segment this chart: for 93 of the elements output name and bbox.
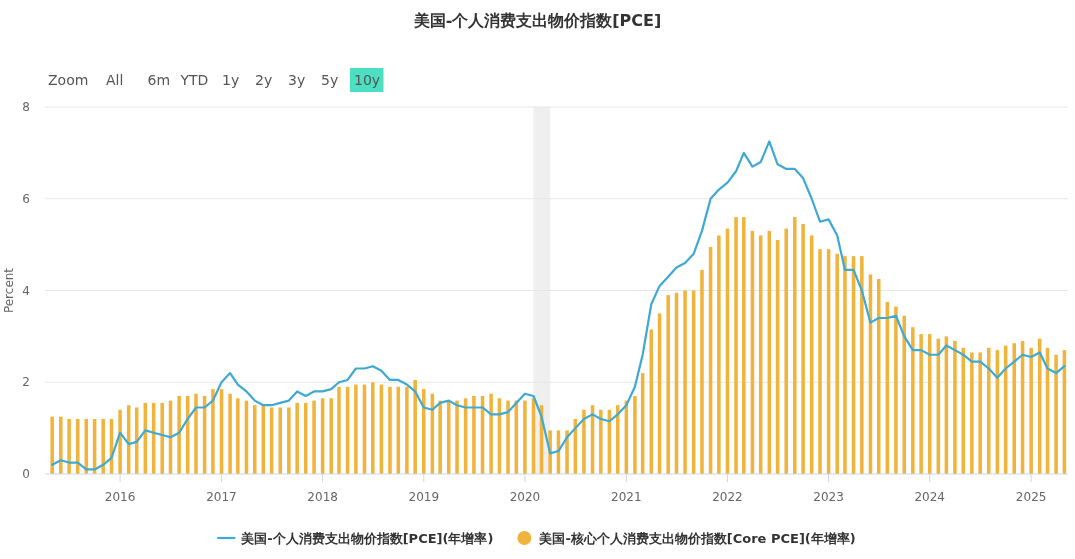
y-axis-title: Percent [2,267,16,314]
bar [1029,347,1033,474]
bar [211,389,215,474]
legend-label: 美国-个人消费支出物价指数[PCE](年增率) [240,531,494,546]
bar [818,249,822,474]
bar [101,418,105,474]
bar [911,327,915,474]
bar [683,290,687,474]
annotation: YTD [180,72,209,88]
bar [388,386,392,474]
bar [565,430,569,474]
bar [953,340,957,474]
bar [1054,354,1058,474]
x-tick-label: 2023 [813,490,844,504]
bar [599,409,603,474]
bar [506,400,510,474]
x-tick-label: 2021 [611,490,642,504]
y-tick-label: 4 [22,283,30,298]
legend-label: 美国-核心个人消费支出物价指数[Core PCE](年增率) [538,531,856,546]
bar [413,379,417,474]
bar [228,393,232,474]
annotation: 10y [350,68,384,92]
bar [894,306,898,474]
bar [1037,338,1042,474]
bar [337,386,341,474]
bar [489,393,493,474]
bar [523,400,527,474]
bar [582,409,586,474]
bar [970,352,974,474]
annotation: 2y [255,72,273,88]
bar [1012,343,1017,474]
y-tick-label: 0 [22,467,30,481]
bar [59,416,63,474]
annotation: Zoom [48,72,89,88]
bar [860,256,864,474]
bar [919,334,923,474]
bar [633,396,637,474]
x-tick-label: 2025 [1015,490,1047,504]
bar [455,400,459,474]
bar [835,253,839,474]
bar [742,217,746,474]
annotation: All [106,72,124,88]
bar [236,398,240,474]
annotation: 3y [288,72,306,88]
bar [118,409,122,474]
bar [312,400,316,474]
x-tick-label: 2019 [408,490,440,504]
bar [717,235,721,474]
bar [354,384,358,474]
title: 美国-个人消费支出物价指数[PCE] [413,11,662,30]
bar [160,402,164,474]
bar [649,329,654,474]
bar [303,402,308,474]
bar [50,416,54,474]
y-tick-label: 8 [22,100,30,114]
bar [843,256,847,474]
bar [700,269,704,474]
bar [784,228,788,474]
bar [666,295,670,474]
bar [438,400,442,474]
bar [287,407,291,474]
bar [295,402,299,474]
bar [371,382,375,474]
bar [978,352,982,474]
bar [405,386,409,474]
bar [927,334,932,474]
bar [902,315,907,474]
annotation: 5y [321,72,339,88]
y-tick-label: 2 [22,375,30,390]
bar [177,396,181,474]
bar [615,405,620,474]
bar [986,347,991,474]
y-tick-label: 6 [22,191,30,206]
x-tick-label: 2020 [509,490,541,504]
bar [278,407,283,474]
bar [876,279,881,474]
x-tick-label: 2016 [104,490,136,504]
bar [801,223,805,474]
bar [252,405,257,474]
x-tick-label: 2018 [307,490,338,504]
bar [793,217,797,474]
annotation: 6m [147,72,171,88]
bar [194,393,198,474]
x-tick-label: 2024 [914,490,946,504]
bar [67,418,71,474]
bar [329,398,333,474]
bar [734,217,738,474]
bar [422,389,426,474]
bar [961,347,966,474]
x-tick-label: 2022 [712,490,743,504]
x-tick-label: 2017 [206,490,237,504]
annotation: 1y [222,72,240,88]
bar [472,396,476,474]
